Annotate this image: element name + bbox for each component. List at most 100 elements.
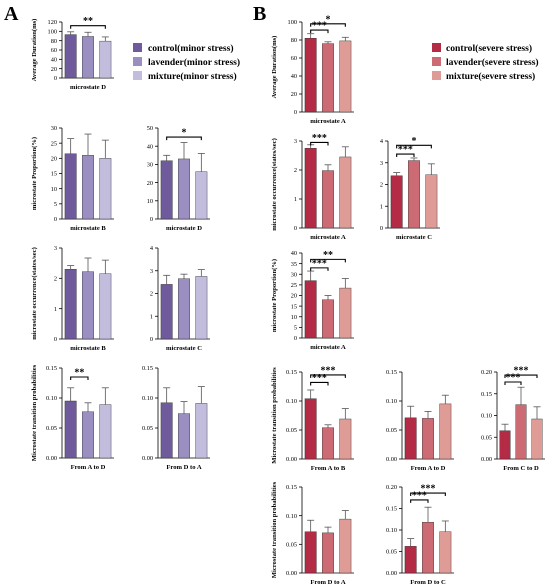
significance-bracket	[410, 492, 446, 497]
y-tick-label: 0	[150, 216, 153, 223]
chart-minor-6: 0.00 0.05 0.10 0.15 ** From A to D Microstate …	[31, 364, 114, 471]
bar-lavender	[322, 43, 334, 113]
bar-lavender	[408, 160, 420, 229]
bar-control	[64, 153, 77, 220]
y-tick-label: 0.00	[286, 570, 297, 577]
significance-label: **	[83, 16, 93, 27]
bar-control	[304, 148, 317, 229]
significance-bracket	[504, 374, 538, 379]
y-tick-label: 0	[54, 75, 57, 82]
y-tick-label: 20	[51, 66, 57, 73]
y-tick-label: 3	[380, 160, 383, 167]
y-tick-label: 80	[291, 37, 297, 44]
y-tick-label: 0.05	[286, 542, 297, 549]
chart-severe-9: 0 1 2 3 *** microstate A microstate occurrence…	[271, 133, 354, 241]
chart-minor-1: 0 20 40 60 80 100 120 ** microstate D Average Dur…	[31, 16, 114, 91]
y-tick-label: 0.00	[481, 456, 492, 463]
significance-label: **	[323, 250, 333, 261]
panel-letter-a: A	[4, 3, 19, 25]
x-axis-label: From D to A	[166, 464, 201, 471]
bar-lavender	[422, 418, 434, 460]
chart-severe-12: 0.00 0.05 0.10 0.15 ****** From A to B Microst…	[271, 365, 354, 472]
y-axis-label: Average Duration(ms)	[271, 36, 278, 99]
y-tick-label: 25	[51, 140, 57, 147]
legend-label-mixture-severe: mixture(severe stress)	[446, 71, 535, 82]
y-tick-label: 0.10	[386, 398, 397, 405]
x-axis-label: From D to A	[310, 579, 345, 586]
bar-control	[404, 546, 417, 574]
bar-mixture	[195, 403, 208, 459]
y-tick-label: 10	[147, 198, 153, 205]
significance-bracket	[410, 499, 429, 503]
bar-mixture	[339, 287, 352, 339]
bar-control	[404, 417, 417, 460]
bar-mixture	[339, 40, 352, 113]
x-axis-label: microstate B	[70, 345, 106, 352]
y-axis-label: Average Duration(ms)	[31, 19, 38, 82]
y-tick-label: 100	[48, 29, 57, 36]
y-tick-label: 40	[147, 143, 153, 150]
y-tick-label: 10	[51, 186, 57, 193]
x-axis-label: microstate C	[396, 234, 432, 241]
y-tick-label: 0	[380, 225, 383, 232]
y-tick-label: 0.10	[286, 513, 297, 520]
bar-mixture	[339, 418, 352, 460]
y-axis-label: microstate Proportion(%)	[31, 137, 38, 210]
bar-lavender	[178, 413, 190, 459]
legend-swatch-control-minor	[133, 43, 142, 52]
bar-control	[160, 284, 173, 340]
chart-severe-16: 0.00 0.05 0.10 0.15 0.20 ****** From D to C	[386, 484, 454, 586]
y-tick-label: 0.10	[46, 395, 57, 402]
y-tick-label: 0.10	[481, 413, 492, 420]
y-tick-label: 100	[288, 19, 297, 26]
significance-label: *	[412, 136, 417, 147]
x-axis-label: microstate D	[70, 84, 106, 91]
bar-control	[160, 402, 173, 459]
chart-minor-4: 0 1 2 3 microstate B microstate occurrence(st…	[31, 245, 114, 352]
legend-label-control-severe: control(severe stress)	[446, 43, 532, 54]
bar-mixture	[99, 158, 112, 220]
significance-label: ***	[421, 484, 436, 495]
bar-lavender	[82, 411, 94, 459]
panel-letter-b: B	[253, 3, 266, 25]
y-tick-label: 0.10	[142, 395, 153, 402]
significance-bracket	[310, 374, 346, 378]
y-tick-label: 1	[294, 196, 297, 203]
significance-label: ***	[312, 21, 327, 32]
bar-mixture	[425, 174, 438, 229]
bar-mixture	[439, 403, 452, 460]
y-tick-label: 3	[54, 245, 57, 252]
x-axis-label: microstate A	[310, 234, 346, 241]
y-tick-label: 0	[294, 225, 297, 232]
chart-severe-15: 0.00 0.05 0.10 0.15 From D to A Microstate tr…	[271, 481, 354, 586]
bar-mixture	[99, 40, 112, 79]
y-tick-label: 0.15	[142, 365, 153, 372]
y-tick-label: 60	[291, 55, 297, 62]
y-tick-label: 2	[380, 182, 383, 189]
bar-control	[64, 400, 77, 459]
bar-lavender	[322, 299, 334, 339]
legend-severe: control(severe stress) lavender(severe s…	[432, 43, 539, 82]
y-tick-label: 0	[54, 216, 57, 223]
x-axis-label: From D to C	[410, 579, 446, 586]
significance-bracket	[310, 381, 329, 386]
chart-severe-14: 0.00 0.05 0.10 0.15 0.20 ****** From C to D	[481, 366, 545, 472]
y-axis-label: Microstate transition probabilities	[271, 367, 278, 464]
y-tick-label: 0.15	[286, 484, 297, 491]
legend-swatch-lavender-minor	[133, 57, 142, 66]
significance-label: ***	[321, 365, 336, 376]
significance-label: ***	[398, 145, 413, 156]
bar-lavender	[178, 278, 190, 340]
y-tick-label: 4	[150, 245, 154, 252]
y-tick-label: 0.05	[481, 434, 492, 441]
y-tick-label: 0.05	[142, 425, 153, 432]
bar-mixture	[339, 518, 352, 574]
bar-mixture	[531, 418, 543, 460]
x-axis-label: From C to D	[503, 465, 539, 472]
y-tick-label: 0	[54, 336, 57, 343]
bar-lavender	[322, 532, 334, 574]
y-tick-label: 1	[380, 203, 383, 210]
significance-bracket	[166, 136, 202, 141]
legend-label-lavender-minor: lavender(minor stress)	[148, 57, 240, 68]
x-axis-label: microstate B	[70, 225, 106, 232]
